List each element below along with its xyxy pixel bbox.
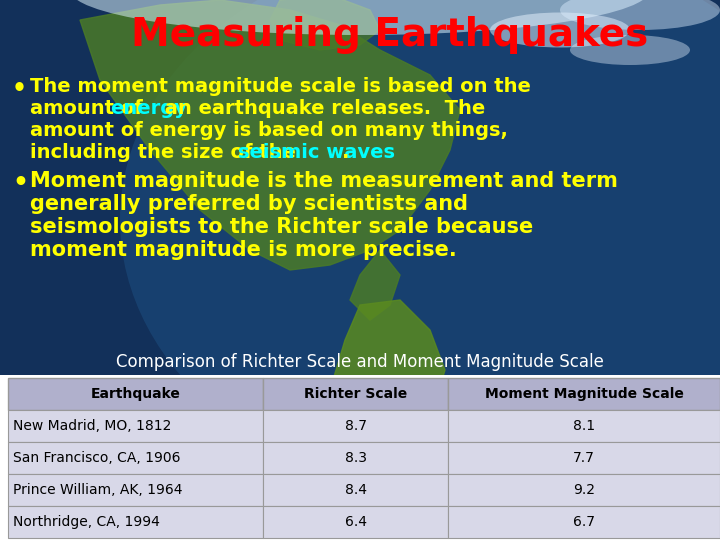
Bar [8, 442, 263, 474]
Text: •: • [12, 77, 27, 101]
Text: •: • [12, 171, 28, 195]
Bar [448, 442, 720, 474]
Text: Moment Magnitude Scale: Moment Magnitude Scale [485, 387, 683, 401]
Bar [448, 410, 720, 442]
Text: 7.7: 7.7 [573, 451, 595, 465]
Ellipse shape [120, 0, 720, 500]
Bar [8, 474, 263, 506]
Bar [263, 474, 448, 506]
Text: 9.2: 9.2 [573, 483, 595, 497]
Text: 6.4: 6.4 [344, 515, 366, 529]
Text: Measuring Earthquakes: Measuring Earthquakes [131, 16, 649, 54]
Polygon shape [80, 0, 460, 270]
Text: 8.7: 8.7 [344, 419, 366, 433]
Bar [448, 506, 720, 538]
Text: .: . [342, 143, 349, 162]
Text: 8.4: 8.4 [344, 483, 366, 497]
Text: Comparison of Richter Scale and Moment Magnitude Scale: Comparison of Richter Scale and Moment M… [116, 353, 604, 371]
Ellipse shape [560, 0, 720, 30]
Text: moment magnitude is more precise.: moment magnitude is more precise. [30, 240, 456, 260]
Ellipse shape [570, 35, 690, 65]
Text: seismologists to the Richter scale because: seismologists to the Richter scale becau… [30, 217, 534, 237]
Bar [263, 378, 448, 410]
Polygon shape [350, 250, 400, 320]
Text: Prince William, AK, 1964: Prince William, AK, 1964 [13, 483, 182, 497]
Ellipse shape [490, 12, 630, 48]
Text: Northridge, CA, 1994: Northridge, CA, 1994 [13, 515, 160, 529]
Text: amount of: amount of [30, 99, 150, 118]
Text: Richter Scale: Richter Scale [304, 387, 407, 401]
Bar [263, 410, 448, 442]
Bar [263, 442, 448, 474]
Text: an earthquake releases.  The: an earthquake releases. The [158, 99, 485, 118]
Bar [263, 506, 448, 538]
Text: generally preferred by scientists and: generally preferred by scientists and [30, 194, 468, 214]
Text: seismic waves: seismic waves [238, 143, 395, 162]
Text: 8.1: 8.1 [573, 419, 595, 433]
Text: 8.3: 8.3 [344, 451, 366, 465]
Bar [8, 410, 263, 442]
Polygon shape [330, 300, 445, 490]
Text: energy: energy [110, 99, 187, 118]
Bar [8, 506, 263, 538]
Text: including the size of the: including the size of the [30, 143, 302, 162]
Text: Moment magnitude is the measurement and term: Moment magnitude is the measurement and … [30, 171, 618, 191]
Polygon shape [270, 0, 380, 50]
Text: amount of energy is based on many things,: amount of energy is based on many things… [30, 121, 508, 140]
Ellipse shape [70, 0, 650, 35]
Bar [448, 474, 720, 506]
Bar [8, 378, 263, 410]
Bar [448, 378, 720, 410]
Text: The moment magnitude scale is based on the: The moment magnitude scale is based on t… [30, 77, 531, 96]
Bar [0, 375, 720, 540]
Text: New Madrid, MO, 1812: New Madrid, MO, 1812 [13, 419, 171, 433]
Text: Earthquake: Earthquake [91, 387, 181, 401]
Text: San Francisco, CA, 1906: San Francisco, CA, 1906 [13, 451, 181, 465]
Text: 6.7: 6.7 [573, 515, 595, 529]
